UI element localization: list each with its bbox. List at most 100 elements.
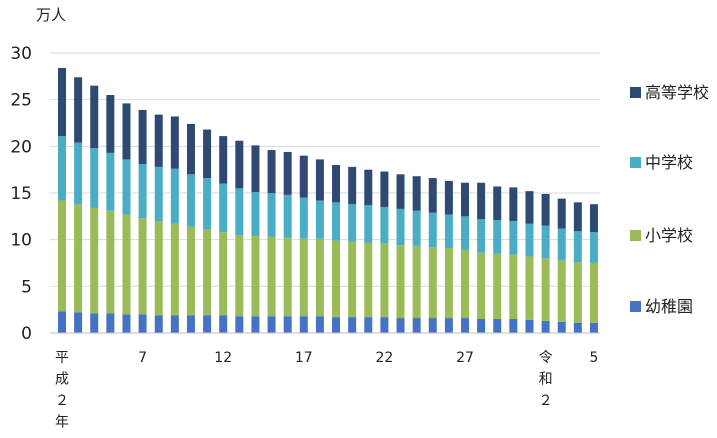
bar-segment (477, 252, 486, 319)
bar-segment (428, 212, 437, 248)
bar-segment (348, 204, 357, 242)
bar-segment (283, 237, 292, 317)
bar-segment (106, 152, 115, 211)
bar-segment (396, 174, 405, 209)
bar-segment (493, 186, 502, 221)
bar-segment (186, 226, 195, 316)
bar-segment (219, 183, 228, 233)
y-tick-label: 10 (10, 231, 32, 251)
bar-segment (493, 319, 502, 333)
bar-segment (154, 166, 163, 221)
bar-segment (299, 238, 308, 317)
bar-segment (348, 317, 357, 333)
bar-segment (332, 202, 341, 241)
bar-segment (106, 95, 115, 153)
bar-segment (509, 187, 518, 221)
bar-segment (267, 236, 276, 317)
x-tick-label: 7 (138, 350, 147, 366)
bar-segment (509, 221, 518, 255)
bar-segment (283, 194, 292, 238)
bar-segment (90, 313, 99, 333)
bar-segment (251, 145, 260, 193)
bar-segment (396, 245, 405, 319)
bar-segment (557, 260, 566, 322)
bar-segment (412, 318, 421, 333)
bar-segment (219, 136, 228, 184)
bar-segment (203, 229, 212, 316)
y-tick-label: 5 (21, 277, 32, 297)
bar-segment (154, 114, 163, 167)
bar-segment (589, 322, 598, 333)
bars (58, 67, 598, 333)
bar-segment (299, 197, 308, 239)
bar-segment (493, 220, 502, 254)
bar-segment (251, 316, 260, 333)
x-tick-label: 平成２年 (55, 350, 69, 431)
bar-segment (90, 148, 99, 208)
bar-segment (348, 166, 357, 205)
bar-segment (203, 129, 212, 179)
bar-segment (186, 123, 195, 175)
bar-segment (106, 210, 115, 314)
bar-segment (477, 182, 486, 220)
bar-segment (364, 317, 373, 333)
bar-segment (251, 192, 260, 236)
bar-segment (444, 214, 453, 249)
bar-segment (573, 262, 582, 323)
bar-segment (493, 253, 502, 319)
bar-segment (74, 77, 83, 143)
legend-swatch (630, 230, 641, 241)
bar-segment (557, 228, 566, 261)
bar-segment (138, 164, 147, 219)
bar-segment (299, 155, 308, 198)
bar-segment (461, 216, 469, 250)
bar-segment (251, 235, 260, 317)
bar-segment (557, 321, 566, 333)
bar-segment (122, 314, 131, 333)
bar-segment (380, 207, 389, 244)
bar-segment (58, 311, 66, 333)
bar-segment (444, 318, 453, 333)
bar-segment (412, 210, 421, 247)
bar-segment (235, 316, 244, 333)
bar-segment (154, 315, 163, 333)
bar-segment (573, 322, 582, 333)
gridlines (50, 52, 600, 287)
bar-segment (122, 103, 131, 160)
bar-segment (154, 221, 163, 316)
bar-segment (541, 193, 550, 226)
bar-segment (428, 247, 437, 319)
bar-segment (186, 174, 195, 227)
y-tick-label: 15 (10, 184, 32, 204)
bar-segment (74, 204, 83, 313)
bar-segment (589, 204, 598, 233)
bar-segment (332, 165, 341, 203)
x-tick-label: 17 (295, 350, 313, 366)
bar-segment (203, 178, 212, 230)
legend-label: 幼稚園 (645, 297, 693, 316)
bar-segment (428, 318, 437, 333)
bar-segment (557, 198, 566, 229)
bar-segment (364, 205, 373, 243)
bar-segment (138, 109, 147, 165)
bar-segment (203, 315, 212, 333)
bar-segment (170, 168, 179, 224)
legend-label: 小学校 (645, 226, 693, 245)
bar-segment (461, 249, 469, 319)
bar-segment (74, 312, 83, 333)
bar-segment (380, 317, 389, 333)
bar-segment (138, 218, 147, 315)
x-tick-label: 令和２ (539, 350, 553, 409)
bar-segment (90, 207, 99, 314)
x-axis-ticks: 平成２年 7 12 17 22 27 令和２ 5 (55, 350, 598, 431)
bar-segment (509, 319, 518, 333)
bar-segment (74, 142, 83, 205)
bar-segment (541, 225, 550, 259)
bar-segment (315, 316, 324, 333)
bar-segment (267, 150, 276, 193)
legend-swatch (630, 157, 641, 168)
bar-segment (138, 314, 147, 333)
bar-segment (170, 223, 179, 316)
bar-segment (58, 136, 66, 201)
bar-segment (170, 315, 179, 333)
